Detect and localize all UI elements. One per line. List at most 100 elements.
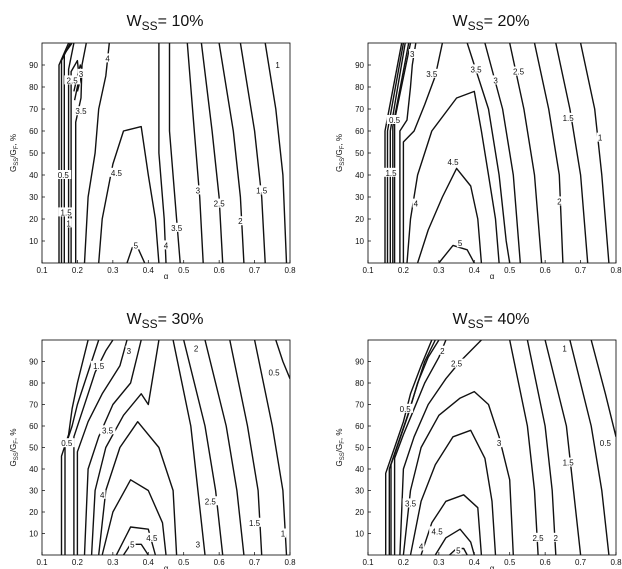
contour-line — [58, 43, 70, 263]
x-tick-label: 0.8 — [284, 558, 296, 567]
contour-label-bg — [266, 367, 282, 377]
contour-line — [73, 340, 114, 555]
contour-line — [83, 43, 110, 263]
contour-label: 1.5 — [256, 186, 268, 195]
contour-panel-4: WSS= 40%0.1 0.2 0.3 0.4 0.5 0.6 0.7 0.810203040… — [335, 311, 622, 569]
contour-label: 3.5 — [102, 426, 114, 435]
contour-label-bg — [162, 240, 170, 250]
contour-label-bg — [143, 532, 160, 542]
contour-line — [101, 479, 167, 555]
x-tick-label: 0.1 — [36, 266, 48, 275]
x-tick-label: 0.8 — [610, 266, 622, 275]
plot-frame — [367, 42, 617, 264]
x-tick-label: 0.4 — [143, 266, 155, 275]
contour-label: 2.5 — [205, 497, 217, 506]
y-tick-label: 60 — [29, 422, 38, 431]
y-tick-label: 30 — [355, 487, 364, 496]
contour-label-bg — [125, 345, 133, 355]
panel-title: WSS= 40% — [453, 311, 530, 331]
y-tick-label: 90 — [29, 358, 38, 367]
contour-line — [172, 340, 206, 555]
contour-panel-1: WSS= 10%0.1 0.2 0.3 0.4 0.5 0.6 0.7 0.810203040… — [9, 13, 296, 281]
contour-label-bg — [445, 156, 461, 166]
x-tick-label: 0.1 — [36, 558, 48, 567]
y-tick-label: 20 — [29, 508, 38, 517]
panel-title: WSS= 20% — [453, 13, 530, 33]
y-tick-label: 90 — [355, 61, 364, 70]
contour-line — [526, 340, 557, 555]
y-tick-label: 50 — [29, 149, 38, 158]
contour-label-bg — [73, 106, 89, 116]
y-tick-label: 80 — [355, 83, 364, 92]
contour-label-bg — [552, 532, 560, 542]
contour-label: 1.5 — [385, 169, 397, 178]
x-tick-label: 0.6 — [540, 558, 552, 567]
contour-line — [390, 340, 440, 555]
contour-label-bg — [556, 196, 563, 206]
contour-line — [533, 43, 564, 263]
contour-line — [253, 340, 288, 555]
y-tick-label: 80 — [355, 379, 364, 388]
y-tick-label: 80 — [29, 83, 38, 92]
contour-line — [122, 543, 149, 555]
contour-label-bg — [253, 185, 270, 195]
contour-line — [67, 43, 75, 263]
contour-label: 3 — [127, 347, 132, 356]
contour-label-bg — [386, 115, 403, 124]
plot-frame — [367, 339, 617, 556]
contour-label-bg — [279, 528, 287, 538]
contour-label: 5 — [134, 241, 139, 250]
x-tick-label: 0.3 — [107, 266, 119, 275]
contour-line — [393, 340, 447, 555]
contour-line — [406, 90, 500, 263]
contour-label: 1.5 — [93, 362, 105, 371]
contour-label: 0.5 — [389, 116, 401, 125]
y-tick-label: 10 — [355, 237, 364, 246]
contour-label: 1.5 — [61, 208, 73, 217]
y-tick-label: 40 — [29, 171, 38, 180]
contour-label: 1 — [275, 61, 280, 70]
contour-line — [70, 59, 80, 263]
x-axis-label: α — [490, 564, 495, 569]
contour-line — [389, 43, 406, 263]
contour-label: 0.5 — [268, 368, 280, 377]
x-tick-label: 0.7 — [575, 266, 587, 275]
contour-label: 4 — [414, 200, 419, 209]
contour-line — [438, 244, 475, 263]
y-tick-label: 90 — [355, 358, 364, 367]
x-axis-label: α — [164, 272, 169, 281]
contour-line — [509, 340, 539, 555]
contour-line — [75, 43, 87, 263]
contour-label: 3 — [497, 439, 502, 448]
y-axis-label: GSS/GF, % — [335, 134, 346, 172]
contour-label: 2.5 — [513, 68, 525, 77]
x-tick-label: 0.5 — [504, 266, 516, 275]
contour-line — [392, 43, 410, 263]
x-tick-label: 0.1 — [362, 558, 374, 567]
contour-label: 3.5 — [470, 65, 482, 74]
contour-label: 2.5 — [451, 360, 463, 369]
contour-label: 2 — [554, 534, 559, 543]
y-tick-label: 50 — [355, 149, 364, 158]
x-tick-label: 0.6 — [214, 266, 226, 275]
contour-label: 2 — [238, 217, 243, 226]
contour-label-bg — [412, 198, 420, 208]
y-tick-label: 70 — [355, 401, 364, 410]
contour-line — [90, 340, 160, 555]
contour-label-bg — [492, 75, 499, 85]
x-tick-label: 0.5 — [178, 266, 190, 275]
x-tick-label: 0.4 — [143, 558, 155, 567]
contour-panel-2: WSS= 20%0.1 0.2 0.3 0.4 0.5 0.6 0.7 0.810203040… — [335, 13, 622, 281]
contour-line — [466, 43, 511, 263]
y-tick-label: 40 — [355, 465, 364, 474]
contour-line — [409, 429, 497, 555]
contour-label-bg — [274, 60, 281, 69]
contour-line — [60, 340, 89, 555]
contour-label: 3.5 — [426, 70, 438, 79]
x-tick-label: 0.3 — [107, 558, 119, 567]
contour-line — [434, 528, 475, 555]
contour-label: 4.5 — [146, 534, 158, 543]
contour-label: 3 — [493, 76, 498, 85]
x-tick-label: 0.6 — [214, 558, 226, 567]
contour-label: 0.5 — [61, 439, 73, 448]
